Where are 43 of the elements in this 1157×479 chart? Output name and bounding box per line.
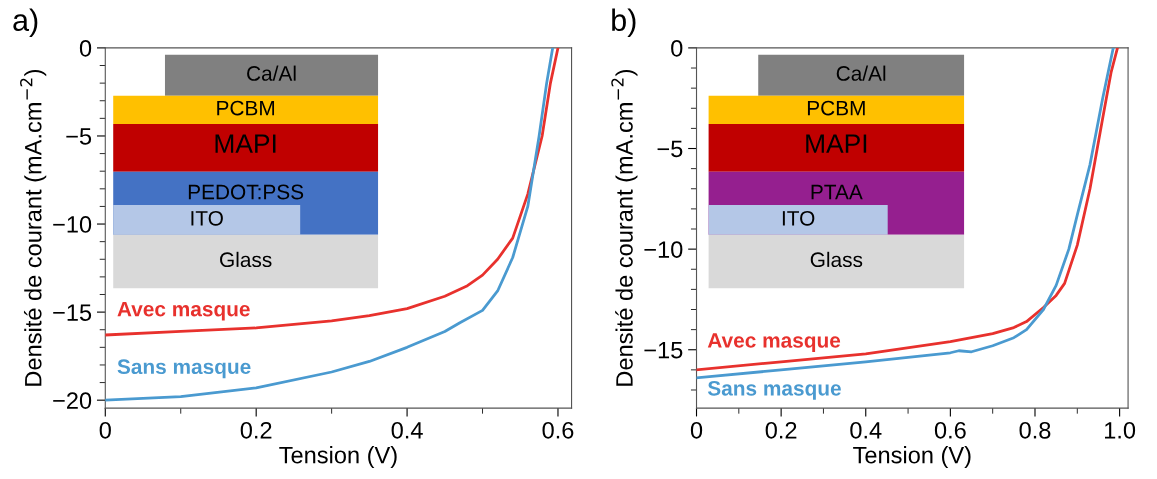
annotation: ITO — [191, 210, 223, 226]
y-tick-label: −5 — [657, 140, 683, 158]
y-tick-label: −5 — [66, 128, 92, 145]
annotation: PTAA — [811, 184, 863, 200]
annotation: Glass — [810, 251, 863, 268]
x-tick-label: 0.4 — [850, 421, 882, 439]
x-tick-label: 0 — [690, 421, 703, 439]
x-axis-title: Tension (V) — [279, 446, 397, 469]
y-tick-label: −10 — [644, 241, 683, 258]
y-tick-label: −10 — [53, 216, 92, 233]
x-tick-label: 1.0 — [1105, 421, 1136, 439]
line-series — [105, 47, 560, 337]
annotation: MAPI — [806, 134, 867, 153]
x-tick-label: 0.6 — [542, 421, 574, 439]
x-tick-label: 0.4 — [391, 421, 423, 439]
x-tick-label: 0.2 — [765, 421, 797, 439]
y-tick-label: −20 — [53, 392, 92, 409]
annotation: PCBM — [217, 100, 275, 116]
line-series — [105, 47, 555, 402]
annotation: PEDOT:PSS — [188, 184, 304, 200]
chart-title: a) — [13, 8, 38, 38]
chart-title: b) — [612, 8, 636, 38]
y-tick-label: −15 — [53, 304, 92, 321]
annotation: MAPI — [215, 134, 276, 153]
x-axis-title: Tension (V) — [853, 446, 971, 469]
y-tick-label: 0 — [79, 39, 92, 57]
annotation: PCBM — [807, 100, 865, 116]
y-tick-label: 0 — [671, 39, 683, 57]
x-tick-label: 0.2 — [240, 421, 272, 439]
y-tick-label: −15 — [644, 342, 683, 359]
series-label: Avec masque — [117, 301, 250, 321]
x-tick-label: 0.8 — [1019, 421, 1051, 439]
series-label: Sans masque — [707, 380, 841, 400]
x-tick-label: 0.6 — [934, 421, 966, 439]
y-axis-title: Densité de courant (mA.cm$^{−2}$) — [611, 69, 638, 386]
series-label: Sans masque — [117, 359, 251, 379]
y-axis-title: Densité de courant (mA.cm$^{−2}$) — [20, 69, 47, 386]
series-label: Avec masque — [707, 333, 841, 352]
x-tick-label: 0 — [99, 421, 111, 439]
annotation: ITO — [782, 210, 815, 226]
annotation: Ca/Al — [836, 65, 886, 81]
annotation: Ca/Al — [247, 65, 296, 81]
annotation: Glass — [220, 251, 272, 268]
